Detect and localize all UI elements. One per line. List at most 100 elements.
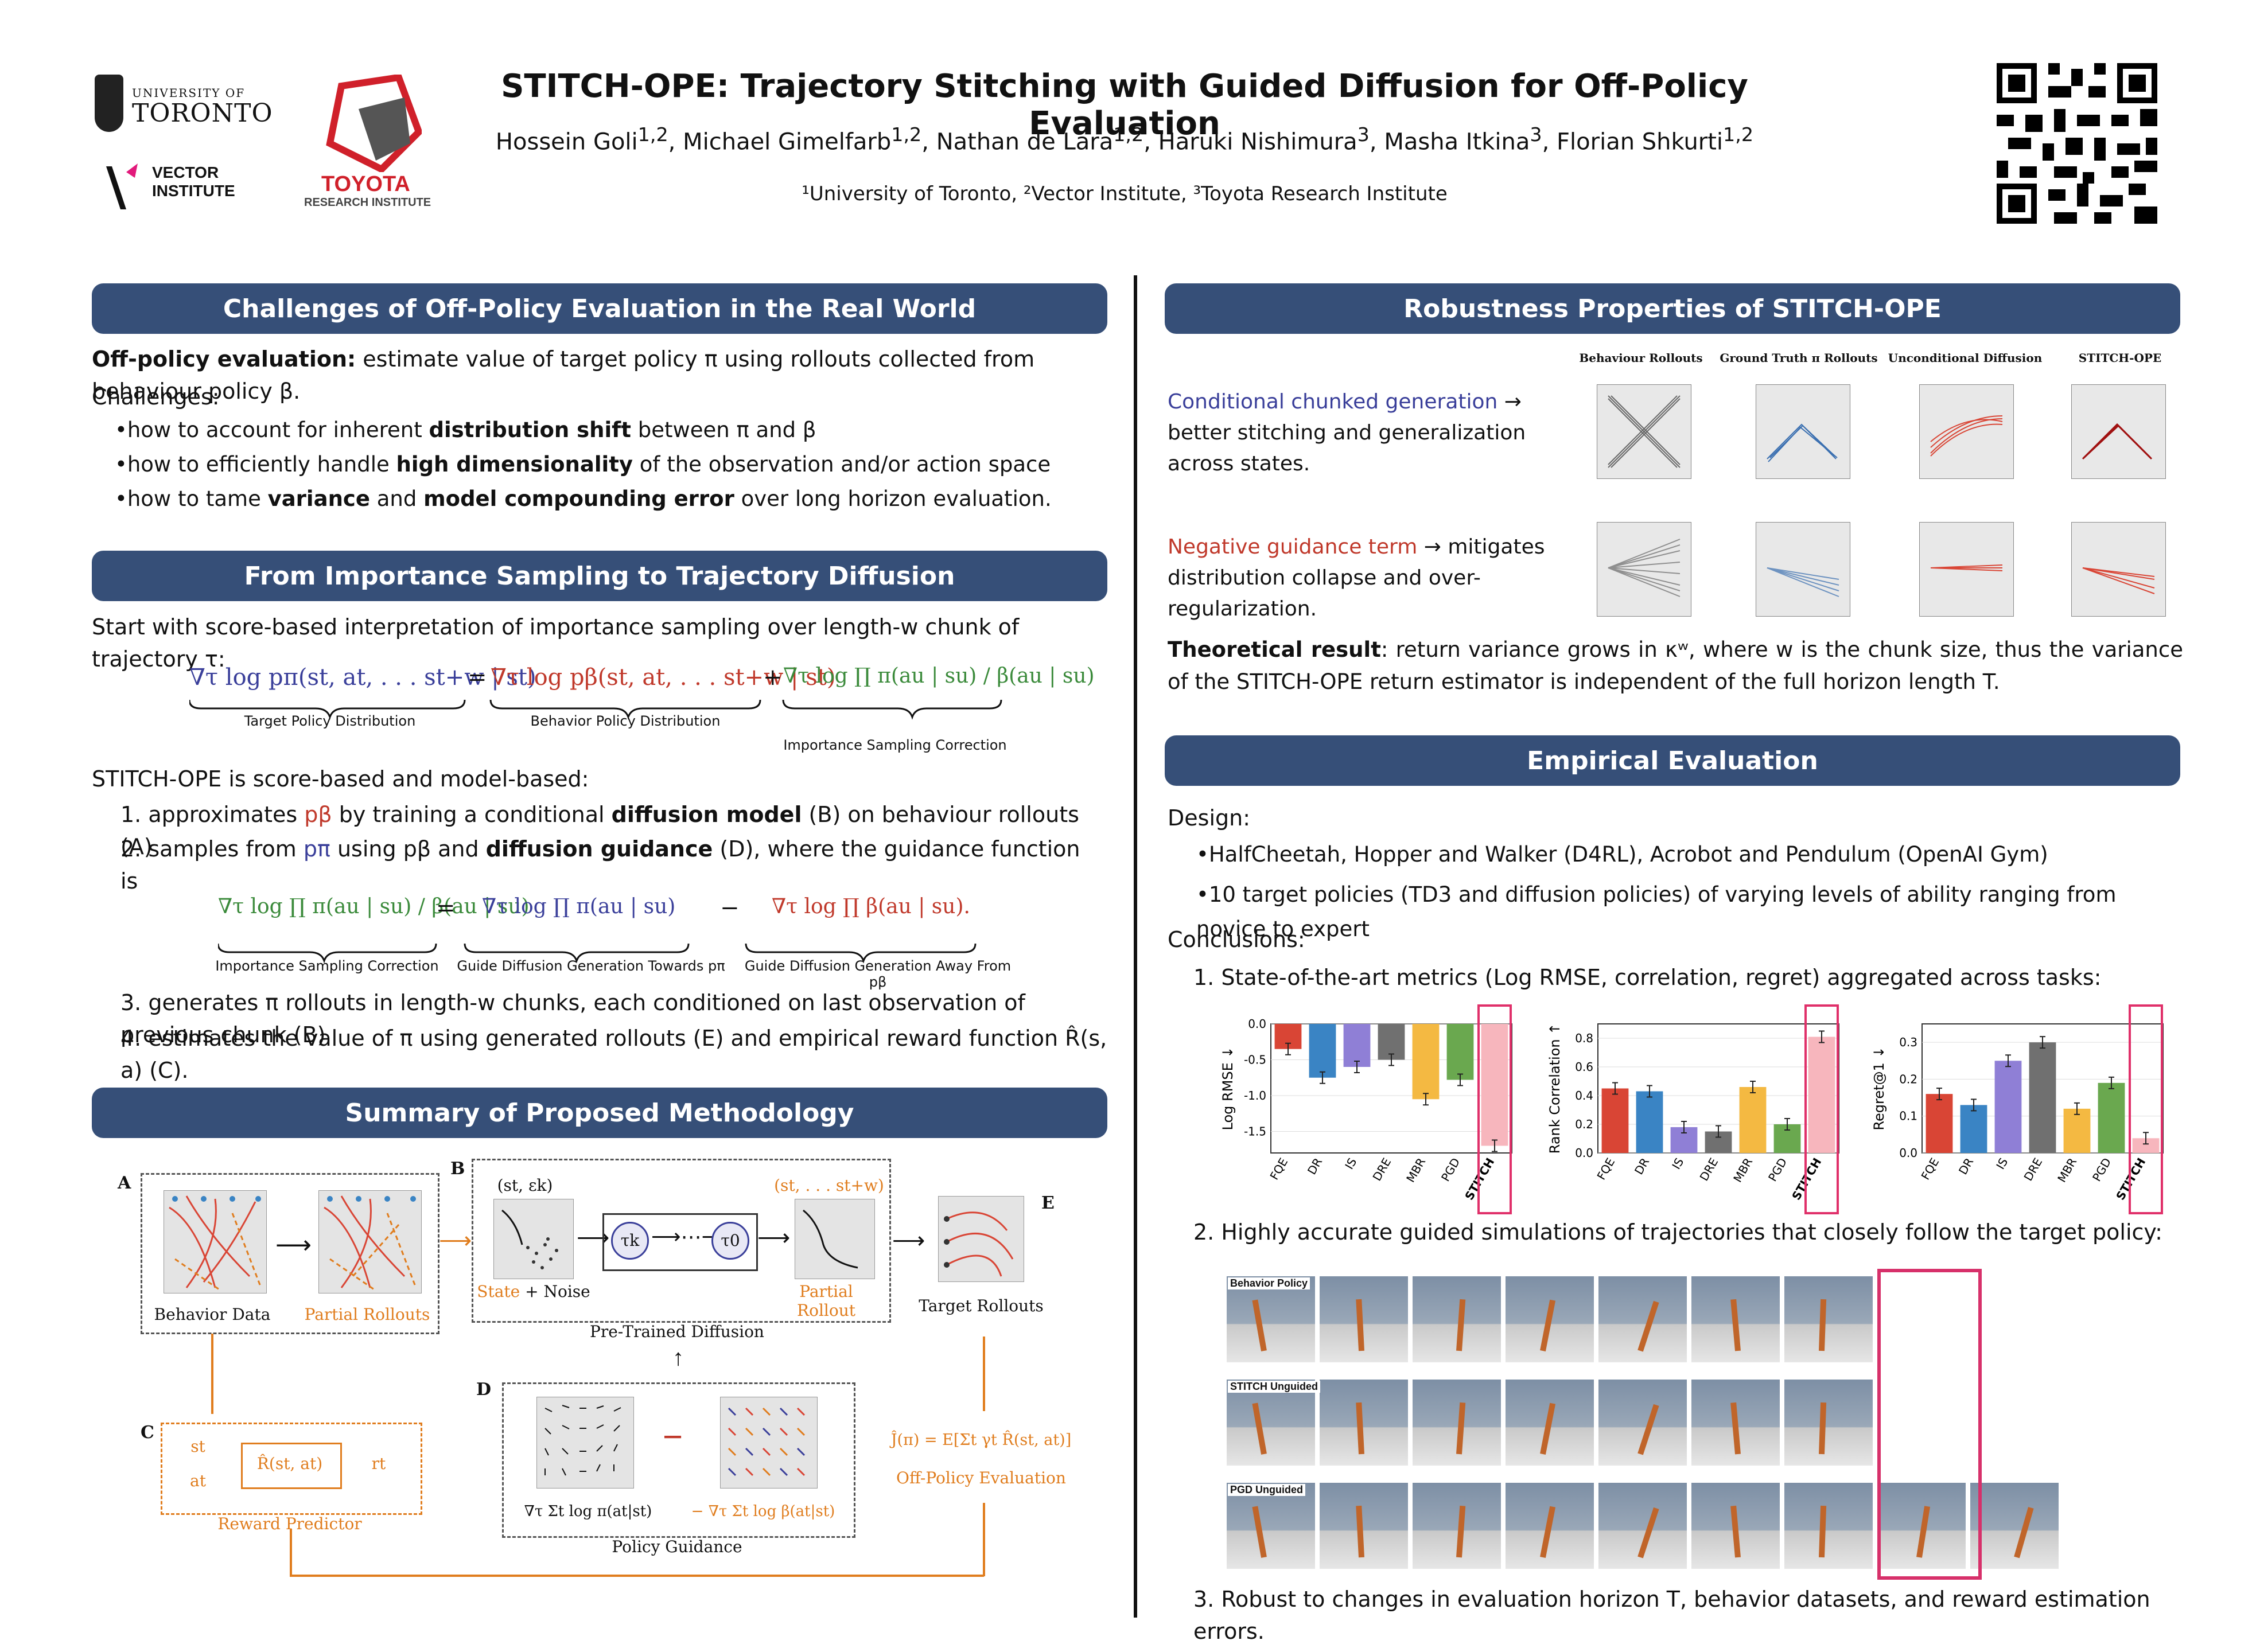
- simulation-frame: [1877, 1483, 1966, 1569]
- reward-model-box: [241, 1443, 342, 1489]
- y-tick-label: 0.2: [1899, 1072, 1917, 1086]
- x-tick-label: DRE: [1697, 1156, 1721, 1183]
- theoretical-result: Theoretical result: return variance grow…: [1168, 637, 2183, 694]
- author: Hossein Goli: [495, 128, 638, 155]
- importance-intro: Start with score-based interpretation of…: [92, 614, 1020, 672]
- section-header-methodology: Summary of Proposed Methodology: [92, 1088, 1107, 1138]
- diffusion-chain-box: [602, 1213, 758, 1271]
- toyota-logo-text: TOYOTA: [321, 172, 410, 196]
- challenge-item: •how to efficiently handle high dimensio…: [115, 452, 1051, 477]
- section-header-empirical: Empirical Evaluation: [1165, 735, 2180, 786]
- bar: [2098, 1082, 2125, 1153]
- y-tick-label: 0.8: [1575, 1031, 1593, 1045]
- panel-label-d: D: [476, 1380, 492, 1400]
- bar: [1960, 1105, 1987, 1153]
- row1-stitch-plot: [2071, 384, 2166, 479]
- model-based-intro: STITCH-OPE is score-based and model-base…: [92, 766, 589, 792]
- simulation-frame: [1413, 1276, 1501, 1362]
- x-tick-label: DR: [1956, 1155, 1976, 1176]
- eq2-towards: ∇τ log ∏ π(au | su): [482, 895, 676, 918]
- eq1-equals: =: [468, 664, 487, 691]
- x-tick-label: MBR: [1730, 1155, 1755, 1185]
- section-header-robustness: Robustness Properties of STITCH-OPE: [1165, 283, 2180, 334]
- y-tick-label: 0.4: [1575, 1089, 1593, 1102]
- panel-label-b: B: [450, 1159, 465, 1179]
- simulation-frame: [1598, 1483, 1687, 1569]
- challenges-label: Challenges:: [92, 384, 220, 410]
- simulation-frame: [1320, 1483, 1408, 1569]
- simulation-frame: [1784, 1380, 1873, 1466]
- challenge-item: •how to tame variance and model compound…: [115, 486, 1052, 511]
- conclusions-label: Conclusions:: [1168, 927, 1305, 952]
- arrow-e-to-ope: [983, 1337, 985, 1411]
- simulation-frame: [1691, 1380, 1780, 1466]
- author: Michael Gimelfarb: [683, 128, 892, 155]
- simulation-frame: [1598, 1276, 1687, 1362]
- simulation-frame: [1506, 1380, 1594, 1466]
- qr-code-icon[interactable]: [1997, 63, 2157, 224]
- simulation-frame: [1784, 1483, 1873, 1569]
- col-title-behaviour: Behaviour Rollouts: [1579, 351, 1703, 365]
- hopper-robot-icon: [1730, 1299, 1741, 1351]
- vector-logo-text: VECTOR INSTITUTE: [152, 163, 235, 200]
- bar: [1481, 1024, 1508, 1146]
- row1-groundtruth-plot: [1756, 384, 1850, 479]
- author-list: Hossein Goli1,2, Michael Gimelfarb1,2, N…: [495, 123, 1754, 155]
- tau-0-node: τ0: [711, 1222, 749, 1260]
- simulation-frame: [1691, 1483, 1780, 1569]
- state-noise-plot: [493, 1199, 574, 1279]
- bar: [1412, 1024, 1440, 1100]
- eq1-plus: +: [763, 664, 783, 691]
- robustness-row2-text: Negative guidance term → mitigates distr…: [1168, 535, 1545, 621]
- bar: [2063, 1108, 2091, 1153]
- x-tick-label: FQE: [1267, 1156, 1291, 1183]
- bar: [1926, 1094, 1953, 1153]
- panel-label-e: E: [1041, 1193, 1055, 1213]
- author: Florian Shkurti: [1557, 128, 1724, 155]
- x-tick-label: IS: [1669, 1156, 1686, 1172]
- simulation-row-label: STITCH Unguided: [1228, 1381, 1320, 1393]
- row2-behaviour-plot: [1597, 522, 1691, 617]
- x-tick-label: DRE: [1370, 1156, 1394, 1183]
- pi-vector-field-plot: [536, 1397, 634, 1489]
- vector-logo: VECTOR INSTITUTE: [103, 161, 275, 218]
- label-partial-rollouts: Partial Rollouts: [304, 1305, 430, 1324]
- column-divider: [1134, 275, 1137, 1618]
- design-item: •HalfCheetah, Hopper and Walker (D4RL), …: [1196, 842, 2048, 867]
- simulation-row-label: Behavior Policy: [1228, 1277, 1310, 1289]
- log-rmse-chart: 0.0 -0.5 -1.0 -1.5 Log RMSE ↓ FQE DR IS DRE MBR PG…: [1220, 1004, 1512, 1214]
- hopper-robot-icon: [2014, 1507, 2034, 1559]
- row1-behaviour-plot: [1597, 384, 1691, 479]
- hopper-robot-icon: [1819, 1299, 1827, 1351]
- label-st: st: [190, 1437, 205, 1456]
- simulation-frame: [1784, 1276, 1873, 1362]
- label-policy-guidance: Policy Guidance: [612, 1537, 742, 1556]
- x-tick-label: MBR: [2055, 1155, 2079, 1185]
- y-tick-label: -1.5: [1244, 1125, 1266, 1139]
- label-partial-rollout: Partial Rollout: [797, 1282, 855, 1320]
- hopper-robot-icon: [1637, 1404, 1659, 1455]
- label-st-stw: (st, . . . st+w): [774, 1176, 884, 1195]
- hopper-robot-icon: [1730, 1505, 1741, 1558]
- uoft-logo-big: TORONTO: [132, 99, 273, 128]
- hopper-robot-icon: [1456, 1505, 1466, 1558]
- page-title: STITCH-OPE: Trajectory Stitching with Gu…: [501, 68, 1748, 142]
- bar: [1446, 1024, 1474, 1080]
- x-tick-label: DR: [1632, 1155, 1652, 1176]
- y-tick-label: 0.1: [1899, 1109, 1917, 1123]
- eq2-equals: =: [436, 895, 456, 921]
- simulation-frame: [1506, 1483, 1594, 1569]
- label-target-rollouts: Target Rollouts: [919, 1296, 1044, 1315]
- x-tick-label: DR: [1305, 1155, 1325, 1176]
- arrow-c-to-ope-h: [290, 1575, 984, 1577]
- hopper-robot-icon: [1819, 1402, 1827, 1455]
- author: Masha Itkina: [1384, 128, 1530, 155]
- step-4: 4. estimates the value of π using genera…: [120, 1026, 1107, 1083]
- label-rhat: R̂(st, at): [256, 1454, 323, 1473]
- toyota-ri-icon: [326, 75, 422, 172]
- stitch-highlight-box: [1477, 1004, 1512, 1214]
- arrow-a-to-partial: ⟶: [275, 1231, 312, 1259]
- simulation-highlight-box: [1877, 1269, 1982, 1580]
- uoft-logo-small: UNIVERSITY OF: [132, 86, 246, 100]
- hopper-robot-icon: [1637, 1300, 1659, 1352]
